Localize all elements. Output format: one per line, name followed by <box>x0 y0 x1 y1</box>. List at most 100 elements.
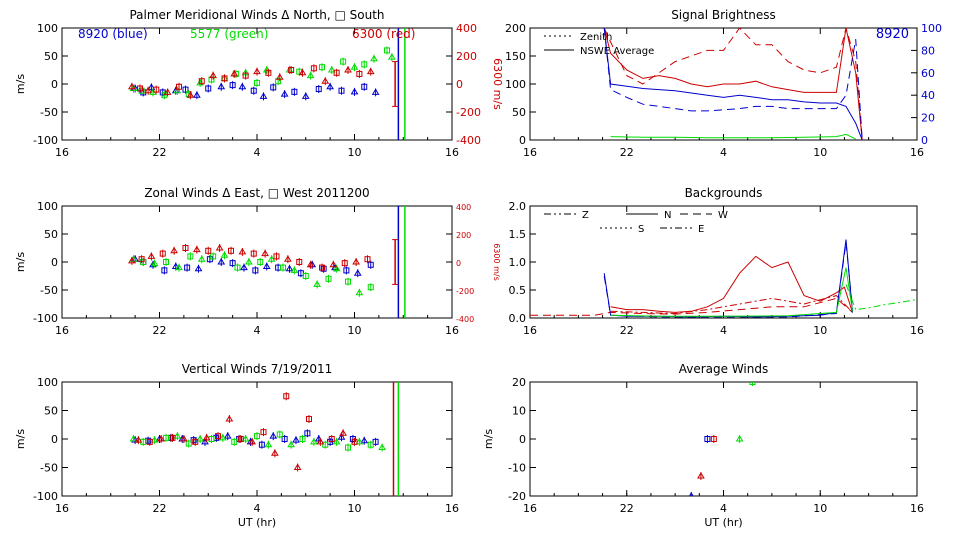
data-point-square <box>161 267 168 274</box>
data-point-triangle <box>163 88 172 95</box>
x-tick-label: 22 <box>620 502 634 515</box>
series-line-blue-N <box>603 239 853 318</box>
y-tick-label: -50 <box>40 462 58 475</box>
x-tick-label: 10 <box>348 146 362 159</box>
x-tick-label: 4 <box>720 324 727 337</box>
y-tick-label: 0 <box>51 78 58 91</box>
plot-area <box>127 206 406 318</box>
y-tick-label: 20 <box>512 376 526 389</box>
y-tick-label: 50 <box>512 106 526 119</box>
data-point-square <box>345 278 351 285</box>
y-tick-label-right: -200 <box>456 106 481 119</box>
data-point-triangle <box>170 246 179 254</box>
data-point-triangle <box>353 269 362 276</box>
x-tick-label: 10 <box>348 324 362 337</box>
data-point-triangle <box>220 251 229 258</box>
data-point-triangle <box>339 429 348 436</box>
y-tick-label: 50 <box>44 228 58 241</box>
data-point-square <box>315 86 322 93</box>
data-point-triangle <box>129 435 138 442</box>
data-point-square <box>229 260 236 267</box>
y-tick-label-right: -400 <box>456 315 474 324</box>
data-point-triangle <box>194 264 203 272</box>
data-point-square <box>138 256 145 263</box>
data-point-square <box>257 259 264 265</box>
data-point-square <box>319 64 325 71</box>
data-point-square <box>254 433 260 440</box>
data-point-triangle <box>261 249 270 257</box>
data-point-square <box>146 438 153 445</box>
data-point-triangle <box>332 437 341 445</box>
y-tick-label: -50 <box>40 106 58 119</box>
data-point-square <box>306 416 312 423</box>
data-point-square <box>361 83 368 90</box>
data-point-triangle <box>316 437 325 445</box>
data-point-square <box>163 434 169 441</box>
data-point-square <box>291 88 298 95</box>
data-point-triangle <box>144 86 153 94</box>
data-point-square <box>242 72 249 79</box>
data-point-square <box>250 250 257 257</box>
data-point-triangle <box>329 260 338 268</box>
chart-title: Backgrounds <box>685 186 763 200</box>
data-point-triangle <box>264 440 273 448</box>
series-line-red-N <box>610 255 853 313</box>
data-point-square <box>367 441 374 448</box>
y-tick-label-right: -200 <box>456 287 474 296</box>
data-point-triangle <box>197 255 206 262</box>
y-axis-label: m/s <box>14 252 27 272</box>
chart-title: Average Winds <box>679 362 769 376</box>
y-tick-label-right: 400 <box>456 22 477 35</box>
data-point-triangle <box>238 82 247 90</box>
x-tick-label: 16 <box>55 502 69 515</box>
data-point-square <box>351 438 358 445</box>
data-point-triangle <box>387 53 396 60</box>
y-tick-label-right: 400 <box>456 203 471 212</box>
data-point-square <box>161 92 168 99</box>
data-point-square <box>265 69 272 76</box>
data-point-triangle <box>157 435 166 442</box>
legend-entry: 8920 (blue) <box>78 27 148 41</box>
data-point-triangle <box>186 91 195 98</box>
data-point-triangle <box>270 449 279 456</box>
legend-entry: W <box>718 210 728 221</box>
data-point-triangle <box>127 256 136 264</box>
data-point-triangle <box>321 77 330 84</box>
data-point-square <box>367 284 374 291</box>
data-point-square <box>310 65 317 72</box>
series-line-blue-E <box>603 242 853 318</box>
y-tick-label-right: 60 <box>921 67 935 80</box>
series-line-green-N <box>610 267 853 317</box>
signal-annotation: 8920 <box>876 27 909 42</box>
data-point-triangle <box>370 54 378 62</box>
x-tick-label: 4 <box>254 502 261 515</box>
data-point-triangle <box>313 280 322 287</box>
plot-frame <box>529 381 918 497</box>
y-tick-label-right: 0 <box>921 134 928 147</box>
data-point-square <box>338 87 345 94</box>
data-point-triangle <box>150 436 159 443</box>
data-point-triangle <box>280 90 289 97</box>
data-point-triangle <box>366 67 375 75</box>
data-point-triangle <box>290 266 299 273</box>
data-point-triangle <box>202 433 211 441</box>
data-point-square <box>250 87 257 94</box>
data-point-triangle <box>352 258 361 265</box>
plot-area <box>688 382 756 496</box>
x-axis-label: UT (hr) <box>704 516 742 529</box>
data-point-square <box>137 85 143 92</box>
y-tick-label: 150 <box>505 50 526 63</box>
data-point-square <box>333 69 340 76</box>
series-line-blue-dashed <box>603 28 863 140</box>
data-point-square <box>322 441 329 448</box>
data-point-triangle <box>262 262 271 269</box>
data-point-square <box>356 70 363 77</box>
data-point-triangle <box>344 66 352 73</box>
data-point-triangle <box>244 258 253 265</box>
x-tick-label: 4 <box>254 324 261 337</box>
data-point-square <box>281 436 288 442</box>
data-point-triangle <box>127 82 136 90</box>
x-tick-label: 22 <box>620 324 634 337</box>
